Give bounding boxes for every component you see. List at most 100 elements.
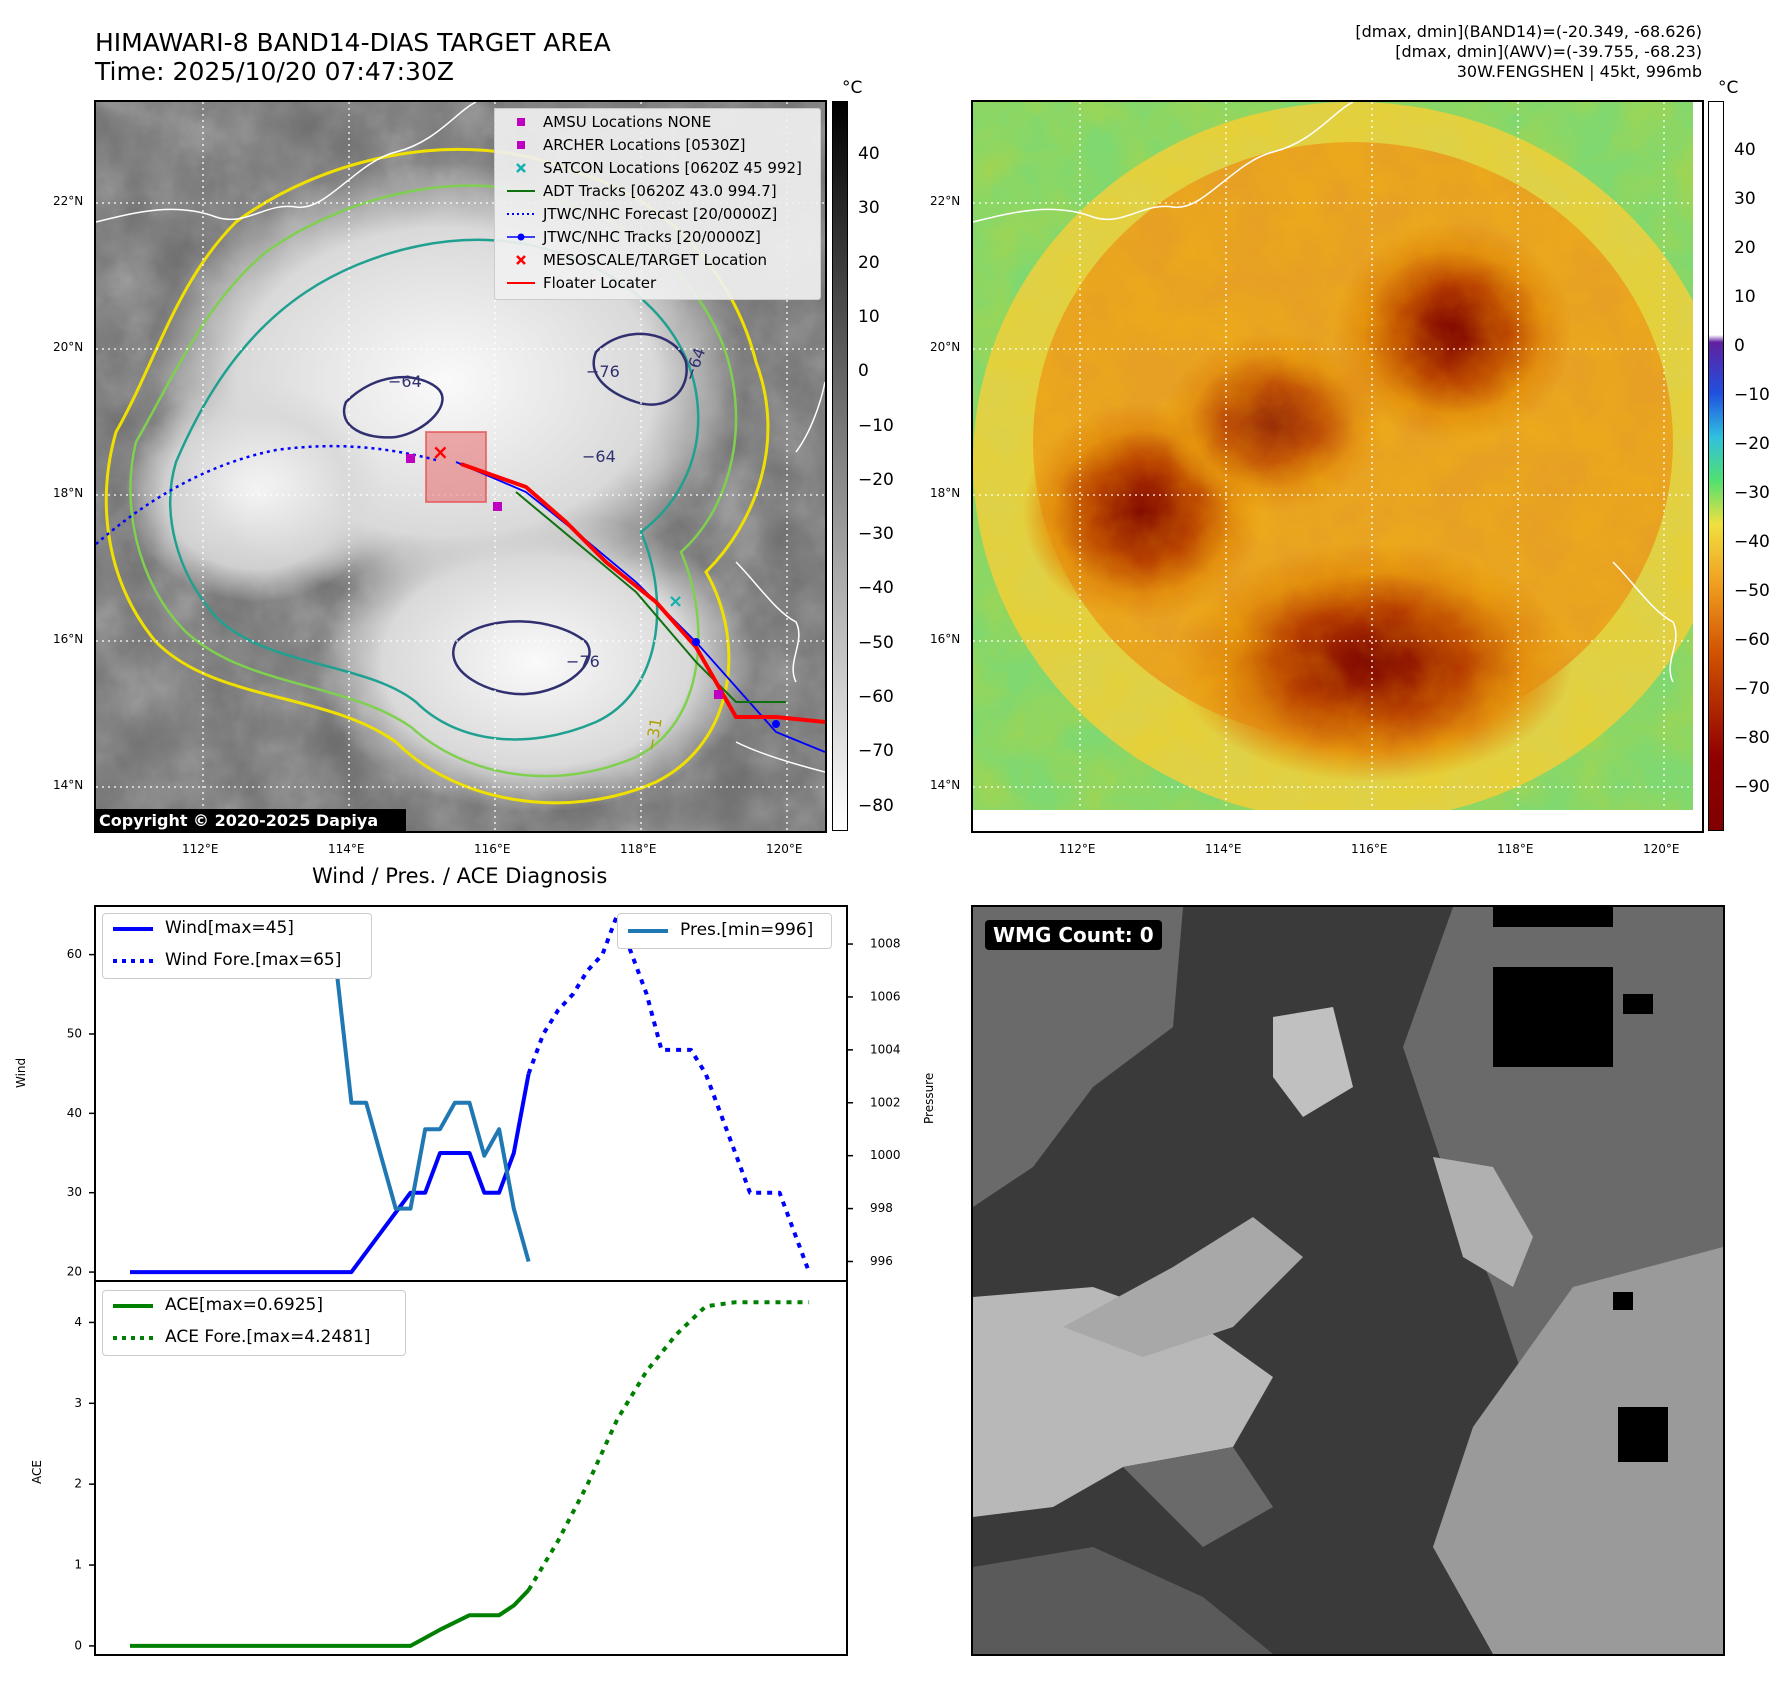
contour-navy-south — [452, 620, 591, 696]
colorbar-tick-label: −40 — [858, 578, 894, 599]
no-data-edge-right — [1693, 102, 1702, 831]
archer-marker — [493, 502, 502, 511]
lon-label: 114°E — [1205, 842, 1242, 856]
colorbar-left-unit: °C — [842, 78, 863, 98]
diagnosis-title: Wind / Pres. / ACE Diagnosis — [312, 864, 608, 888]
colorbar-right — [1708, 101, 1724, 831]
colorbar-tick-label: −10 — [858, 415, 894, 436]
ir-map-svg: −64 −64 −64 −76 −76 −31 × × — [96, 102, 825, 831]
colorbar-tick-label: 0 — [858, 361, 869, 382]
ace-series-line — [130, 1588, 531, 1648]
archer-marker — [406, 454, 415, 463]
wind-axis-label: Wind — [14, 1057, 28, 1088]
meta-band14: [dmax, dmin](BAND14)=(-20.349, -68.626) — [1355, 22, 1702, 41]
tick-label: 1006 — [870, 989, 900, 1003]
jtwc-track — [455, 461, 825, 753]
wmg-dark-block — [1613, 1292, 1633, 1310]
colorbar-tick-label: −60 — [858, 687, 894, 707]
no-data-edge-bottom — [973, 810, 1702, 831]
lat-label: 16°N — [930, 632, 961, 646]
tick-label: 1000 — [870, 1148, 900, 1162]
meta-storm: 30W.FENGSHEN | 45kt, 996mb — [1456, 62, 1702, 81]
dotted-line-icon — [113, 959, 153, 963]
wmg-dark-block — [1493, 907, 1613, 927]
colorbar-tick-label: 30 — [858, 198, 880, 219]
colorbar-left — [832, 101, 848, 831]
copyright-badge: Copyright © 2020-2025 Dapiya — [94, 809, 406, 833]
lon-label: 118°E — [1497, 842, 1534, 856]
wmg-count-badge: WMG Count: 0 — [985, 920, 1162, 950]
lon-label: 114°E — [328, 842, 365, 856]
lon-label: 120°E — [766, 842, 803, 856]
lat-label: 18°N — [930, 486, 961, 500]
lat-label: 14°N — [53, 778, 84, 792]
lat-label: 22°N — [930, 194, 961, 208]
wmg-dark-block — [1493, 967, 1613, 1067]
colorbar-tick-label: 20 — [1734, 238, 1756, 258]
wind-series-line — [130, 1073, 531, 1275]
contour-teal — [169, 238, 700, 741]
enhanced-map-svg — [973, 102, 1702, 831]
tick-label: 1 — [74, 1558, 82, 1572]
colorbar-tick-label: −30 — [1734, 483, 1770, 503]
figure-title: HIMAWARI-8 BAND14-DIAS TARGET AREA Time: … — [95, 28, 611, 86]
wmg-mid-gray-region — [1123, 1447, 1273, 1547]
tick-label: 2 — [74, 1477, 82, 1491]
legend-label: AMSU Locations NONE — [543, 113, 712, 131]
line-marker-icon — [507, 282, 535, 284]
wind-legend-label: Wind[max=45] — [165, 918, 294, 938]
colorbar-tick-label: −50 — [1734, 581, 1770, 601]
legend-label: ADT Tracks [0620Z 43.0 994.7] — [543, 182, 777, 200]
wmg-light-gray-region — [1433, 1157, 1533, 1287]
jtwc-point — [692, 638, 700, 646]
lon-label: 112°E — [1059, 842, 1096, 856]
wmg-svg — [973, 907, 1723, 1654]
tick-label: 998 — [870, 1201, 893, 1215]
lon-label: 120°E — [1643, 842, 1680, 856]
lat-label: 20°N — [53, 340, 84, 354]
colorbar-tick-label: 30 — [1734, 189, 1756, 209]
colorbar-tick-label: 40 — [858, 144, 880, 164]
ace-forecast-series-line — [526, 1300, 810, 1592]
tick-label: 20 — [67, 1265, 82, 1279]
lat-label: 22°N — [53, 194, 84, 208]
colorbar-tick-label: 0 — [1734, 336, 1745, 356]
colorbar-tick-label: −80 — [1734, 728, 1770, 748]
lon-label: 118°E — [620, 842, 657, 856]
colorbar-tick-label: −10 — [1734, 385, 1770, 405]
pressure-legend-label: Pres.[min=996] — [680, 920, 814, 940]
x-marker-icon — [516, 163, 526, 173]
colorbar-tick-label: −20 — [858, 469, 894, 490]
legend-label: Floater Locater — [543, 274, 657, 292]
cloud-west — [126, 382, 386, 602]
wmg-light-gray-region — [1063, 1217, 1303, 1357]
contour-yellow — [104, 147, 770, 805]
contour-navy-east — [592, 332, 688, 406]
wmg-light-gray-region — [1273, 1007, 1353, 1117]
meta-awv: [dmax, dmin](AWV)=(-39.755, -68.23) — [1395, 42, 1702, 61]
solid-line-icon — [113, 1304, 153, 1308]
wind-fore-legend-label: Wind Fore.[max=65] — [165, 950, 342, 970]
ace-legend-label: ACE[max=0.6925] — [165, 1295, 323, 1315]
tick-label: 3 — [74, 1396, 82, 1410]
legend-label: ARCHER Locations [0530Z] — [543, 136, 746, 154]
colorbar-tick-label: 10 — [858, 306, 880, 327]
lon-label: 116°E — [1351, 842, 1388, 856]
adt-track — [515, 491, 786, 703]
colorbar-tick-label: −70 — [858, 741, 894, 762]
colorbar-tick-label: −80 — [858, 795, 894, 816]
ace-legend: ACE[max=0.6925] ACE Fore.[max=4.2481] — [102, 1290, 406, 1356]
cloud-south — [316, 512, 756, 812]
tick-label: 1002 — [870, 1095, 900, 1109]
tick-label: 0 — [74, 1638, 82, 1652]
pressure-legend: Pres.[min=996] — [617, 913, 832, 949]
ir-map-panel: −64 −64 −64 −76 −76 −31 × × — [94, 100, 827, 833]
tick-label: 40 — [67, 1106, 82, 1120]
enhanced-texture — [973, 102, 1702, 831]
contour-label: −76 — [586, 362, 620, 381]
colorbar-right-unit: °C — [1718, 78, 1739, 98]
dotted-line-icon — [507, 213, 535, 215]
x-marker-icon — [516, 255, 526, 265]
wmg-mid-gray-region — [973, 1547, 1273, 1654]
colorbar-tick-label: 10 — [1734, 287, 1756, 307]
